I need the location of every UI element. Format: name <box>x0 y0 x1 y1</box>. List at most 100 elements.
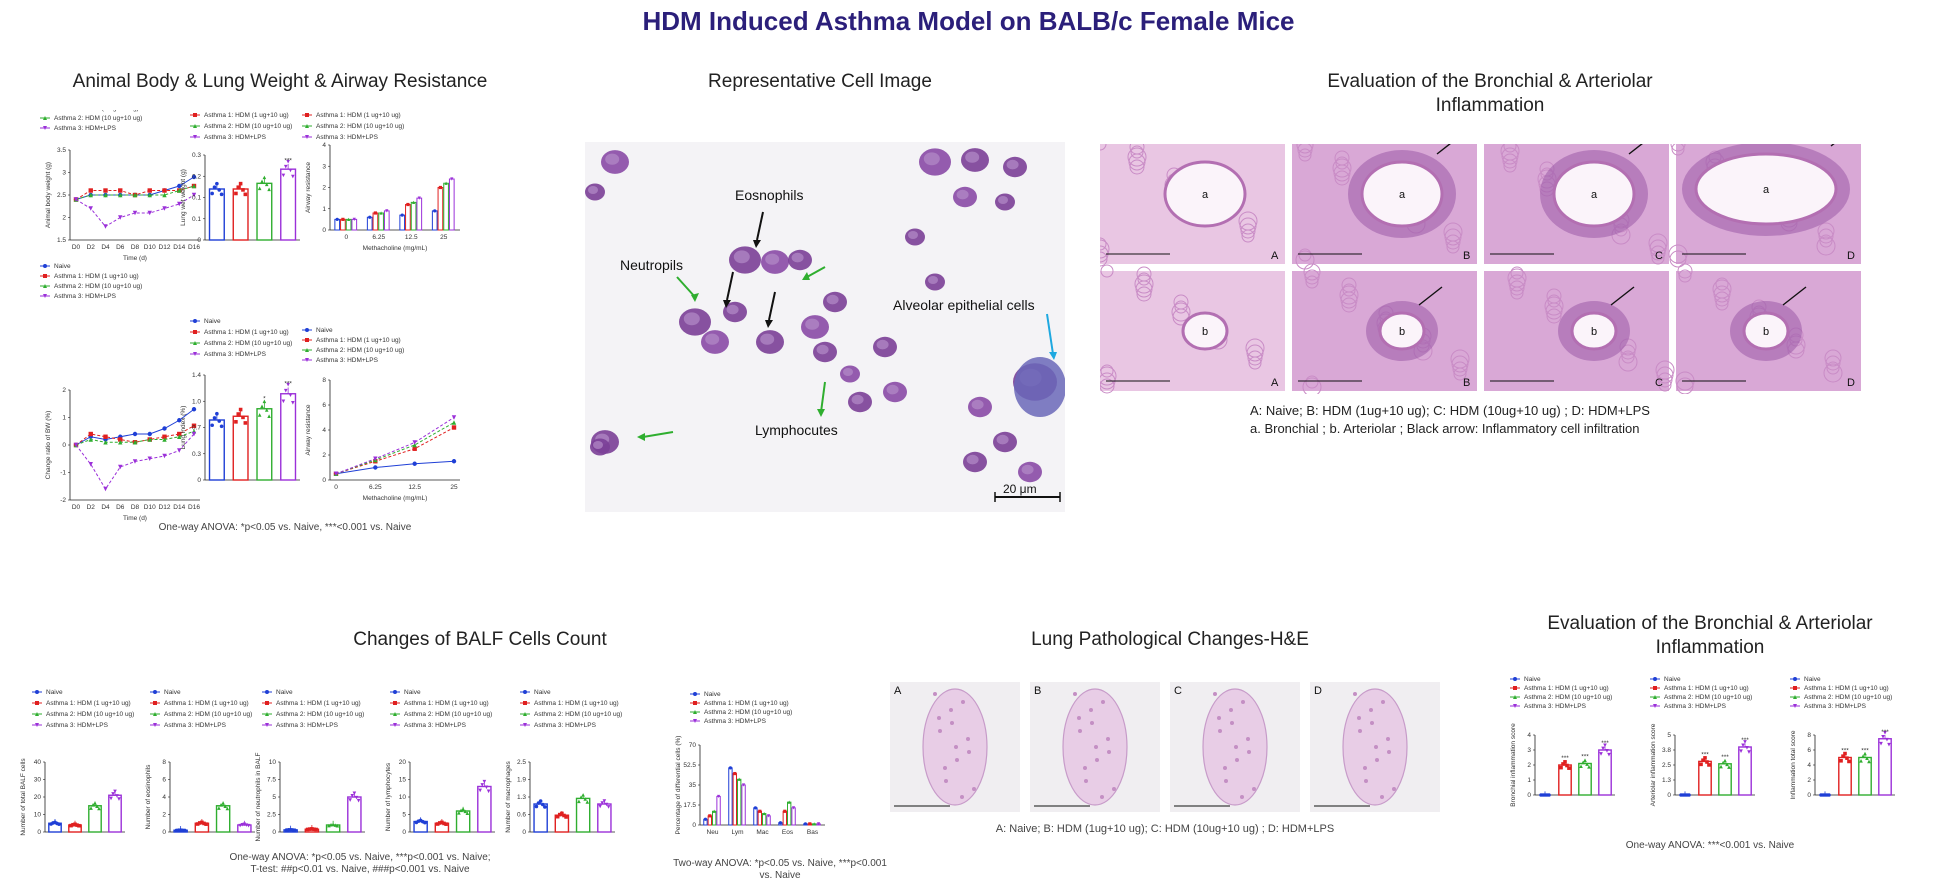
series-line <box>335 460 455 475</box>
data-point <box>562 813 566 818</box>
tissue-speck <box>1218 729 1222 733</box>
data-point <box>1727 765 1731 769</box>
tissue-speck <box>1357 716 1361 720</box>
legend-item: Asthma 2: HDM (10 ug+10 ug) <box>534 711 622 718</box>
data-point <box>1879 741 1883 746</box>
data-point <box>241 188 245 192</box>
legend-marker <box>693 710 697 714</box>
title-line-1b: Evaluation of the Bronchial & Arteriolar <box>1547 613 1873 634</box>
structure-letter: b <box>1763 326 1769 338</box>
y-tick-label: 5 <box>402 812 406 819</box>
data-point <box>162 434 167 439</box>
data-point <box>423 820 427 825</box>
tissue-speck <box>1246 737 1250 741</box>
alveolus <box>1100 239 1110 259</box>
bar <box>757 810 762 826</box>
x-tick-label: D0 <box>72 504 81 511</box>
tissue-speck <box>944 779 948 783</box>
title-line-2: Inflammation <box>1435 95 1545 116</box>
y-tick-label: 6 <box>1807 747 1811 754</box>
x-tick-label: D2 <box>87 504 96 511</box>
y-tick-label: 0.6 <box>517 812 526 819</box>
data-point <box>417 196 421 200</box>
tissue-speck <box>1107 750 1111 754</box>
y-tick-label: 2.5 <box>267 812 276 819</box>
data-point <box>1707 763 1711 767</box>
tissue-speck <box>933 692 937 696</box>
y-axis-label: Lung index (%) <box>180 406 187 450</box>
y-axis-label: Number of lymphocytes <box>385 762 392 831</box>
bar <box>741 784 746 826</box>
y-axis-label: Bronchial inflammation score <box>1510 723 1517 807</box>
y-tick-label: 8 <box>162 759 166 766</box>
data-point <box>728 766 733 770</box>
legend-item: Asthma 3: HDM+LPS <box>316 134 379 141</box>
y-tick-label: 8 <box>322 377 326 384</box>
panel-letter: A <box>1271 250 1279 262</box>
y-tick-label: 1.9 <box>517 777 526 784</box>
data-point <box>238 407 243 412</box>
data-point <box>557 812 562 817</box>
alveolus <box>1712 279 1732 299</box>
cell-highlight <box>971 399 984 410</box>
x-tick-label: D4 <box>101 244 110 251</box>
data-point <box>109 796 113 801</box>
data-point <box>442 821 446 826</box>
data-point <box>1579 764 1583 769</box>
x-tick-label: Mac <box>756 829 769 836</box>
scale-bar-label: 20 μm <box>1003 482 1037 496</box>
bar <box>399 214 406 231</box>
y-tick-label: 0 <box>322 227 326 234</box>
bar <box>280 168 297 241</box>
alveolus <box>1657 372 1673 388</box>
data-point <box>118 440 123 445</box>
data-point <box>212 416 217 420</box>
tissue-speck <box>1358 729 1362 733</box>
y-tick-label: 2 <box>62 215 66 222</box>
bar <box>1698 760 1712 796</box>
alveolus <box>1618 352 1638 372</box>
data-point <box>118 215 123 220</box>
legend-item: Naive <box>204 318 221 325</box>
series-line <box>75 408 195 446</box>
y-tick-label: 0 <box>197 477 201 484</box>
legend-marker <box>305 358 309 362</box>
legend-item: Naive <box>276 689 293 696</box>
arteriole <box>1570 311 1618 351</box>
data-point <box>373 211 378 215</box>
y-tick-label: 20 <box>34 794 42 801</box>
significance-mark: *** <box>1741 737 1749 744</box>
bar <box>477 785 492 833</box>
y-axis-label: Number of eosinophils <box>145 764 152 829</box>
legend-item: Asthma 1: HDM (1 ug+10 ug) <box>1804 685 1889 692</box>
y-tick-label: 0.3 <box>192 152 201 159</box>
data-point <box>1701 758 1705 763</box>
data-point <box>741 783 746 787</box>
legend-marker <box>393 723 397 727</box>
y-tick-label: 0 <box>1667 792 1671 799</box>
data-point <box>331 822 335 827</box>
arrow <box>1436 144 1451 155</box>
x-tick-label: D14 <box>173 504 185 511</box>
series-line <box>335 422 455 475</box>
y-tick-label: 0.2 <box>192 173 201 180</box>
y-tick-label: 2.5 <box>1662 762 1671 769</box>
data-point <box>88 431 93 437</box>
alveolus <box>1303 263 1321 281</box>
data-point <box>1827 793 1831 797</box>
data-point <box>791 806 796 810</box>
y-tick-label: 5 <box>272 794 276 801</box>
alveolus <box>1129 159 1145 175</box>
data-point <box>118 464 123 470</box>
cell-highlight <box>826 294 839 305</box>
series-line <box>335 427 455 475</box>
panel-letter: C <box>1174 685 1182 697</box>
tissue-speck <box>1369 708 1373 712</box>
data-point <box>1887 742 1891 747</box>
section-title-balf: Changes of BALF Cells Count <box>353 629 607 650</box>
data-point <box>1705 760 1709 764</box>
alveolus <box>1245 338 1265 358</box>
y-axis-label: Arteriolar inflammation score <box>1650 723 1657 806</box>
tissue-speck <box>1230 721 1234 725</box>
cell-highlight <box>733 250 750 264</box>
